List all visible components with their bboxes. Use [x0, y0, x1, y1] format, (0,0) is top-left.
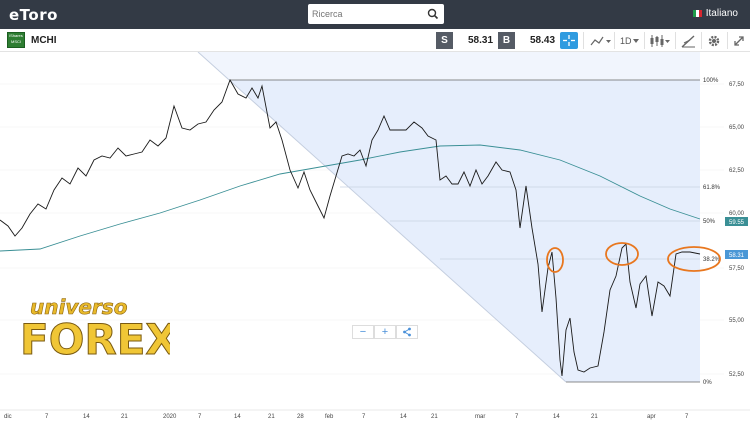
x-tick-label: 21: [268, 414, 275, 420]
x-tick-label: apr: [647, 414, 656, 420]
italy-flag-icon: [692, 10, 702, 17]
x-tick-label: dic: [4, 414, 12, 420]
zoom-controls: − +: [352, 325, 418, 339]
x-tick-label: 21: [431, 414, 438, 420]
toolbar-divider: [583, 32, 584, 49]
x-tick-label: 14: [234, 414, 241, 420]
expand-icon: [734, 35, 744, 46]
chevron-down-icon: [632, 38, 639, 43]
y-tick-label: 65,00: [729, 125, 745, 131]
x-tick-label: 21: [591, 414, 598, 420]
x-tick-label: 7: [362, 414, 366, 420]
candlestick-selector[interactable]: [649, 33, 671, 48]
x-tick-label: feb: [325, 414, 334, 420]
search-icon[interactable]: [426, 7, 440, 21]
fibonacci-trend-triangle: [198, 52, 700, 382]
x-tick-label: mar: [475, 414, 485, 420]
top-navigation-bar: eToro Italiano: [0, 0, 750, 29]
fullscreen-button[interactable]: [733, 33, 745, 48]
x-tick-label: 28: [297, 414, 304, 420]
etoro-logo[interactable]: eToro: [9, 6, 58, 24]
toolbar-divider: [701, 32, 702, 49]
fib-level-50-label: 50%: [703, 219, 716, 225]
sell-button[interactable]: S: [436, 32, 453, 49]
fibonacci-levels: 100% 61.8% 50% 38.2% 0%: [230, 78, 721, 386]
timeframe-selector[interactable]: 1D: [620, 33, 640, 48]
share-icon: [403, 327, 411, 337]
svg-text:universo: universo: [30, 295, 128, 319]
settings-button[interactable]: [707, 33, 721, 48]
price-chart[interactable]: 100% 61.8% 50% 38.2% 0% 67,50 65,00 62,5…: [0, 52, 750, 421]
buy-button[interactable]: B: [498, 32, 515, 49]
crosshair-button[interactable]: [560, 32, 578, 49]
buy-price[interactable]: 58.43: [530, 35, 556, 46]
gear-icon: [708, 35, 720, 46]
x-tick-label: 7: [198, 414, 202, 420]
toolbar-divider: [614, 32, 615, 49]
fib-level-100-label: 100%: [703, 78, 719, 84]
y-tick-label: 67,50: [729, 82, 745, 88]
y-tick-label: 60,00: [729, 211, 745, 217]
y-tick-label: 57,50: [729, 266, 745, 272]
sell-price[interactable]: 58.31: [468, 35, 494, 46]
highlight-circle: [667, 246, 721, 272]
x-tick-label: 7: [515, 414, 519, 420]
search-box[interactable]: [308, 4, 444, 24]
y-tick-label: 55,00: [729, 318, 745, 324]
svg-text:FOREX: FOREX: [20, 315, 170, 364]
ma-price-tag-label: 59.55: [729, 220, 745, 226]
drawing-tools-button[interactable]: [681, 33, 696, 48]
highlight-circles: [546, 242, 721, 273]
chart-type-selector[interactable]: [590, 33, 612, 48]
x-axis: dic 7 14 21 2020 7 14 21 28 feb 7 14 21 …: [0, 409, 750, 421]
x-tick-label: 21: [121, 414, 128, 420]
ma-price-tag: [725, 217, 748, 226]
candlestick-icon: [650, 34, 670, 47]
y-tick-label: 52,50: [729, 372, 745, 378]
last-price-tag-label: 58.31: [729, 253, 745, 259]
highlight-circle: [605, 242, 639, 266]
instrument-symbol: MCHI: [31, 35, 57, 46]
fib-level-61-label: 61.8%: [703, 185, 721, 191]
fib-level-0-label: 0%: [703, 380, 712, 386]
x-tick-label: 14: [83, 414, 90, 420]
toolbar-divider: [675, 32, 676, 49]
crosshair-icon: [563, 35, 575, 46]
instrument-logo-icon: iShares MSCI: [7, 32, 25, 48]
x-tick-label: 14: [400, 414, 407, 420]
language-label: Italiano: [705, 8, 738, 19]
x-tick-label: 7: [45, 414, 49, 420]
last-price-tag: [725, 250, 748, 259]
universo-forex-watermark: universo FOREX: [20, 295, 170, 365]
x-tick-label: 14: [553, 414, 560, 420]
price-line[interactable]: [0, 78, 701, 377]
share-button[interactable]: [396, 325, 418, 339]
search-input[interactable]: [312, 6, 422, 22]
highlight-circle: [546, 247, 564, 273]
chart-toolbar: iShares MSCI MCHI S 58.31 B 58.43 1D: [0, 29, 750, 52]
toolbar-divider: [727, 32, 728, 49]
moving-average-line[interactable]: [0, 144, 701, 252]
language-selector[interactable]: Italiano: [692, 8, 738, 19]
timeframe-label: 1D: [620, 35, 632, 46]
zoom-in-button[interactable]: +: [374, 325, 396, 339]
y-tick-label: 62,50: [729, 168, 745, 174]
x-tick-label: 2020: [163, 414, 177, 420]
line-chart-icon: [590, 36, 611, 45]
fibonacci-trend-line[interactable]: [197, 52, 567, 383]
x-tick-label: 7: [685, 414, 689, 420]
zoom-out-button[interactable]: −: [352, 325, 374, 339]
y-axis: 67,50 65,00 62,50 60,00 57,50 55,00 52,5…: [724, 52, 750, 390]
toolbar-divider: [644, 32, 645, 49]
drawing-tool-icon: [681, 34, 695, 48]
fib-level-38-label: 38.2%: [703, 257, 721, 263]
